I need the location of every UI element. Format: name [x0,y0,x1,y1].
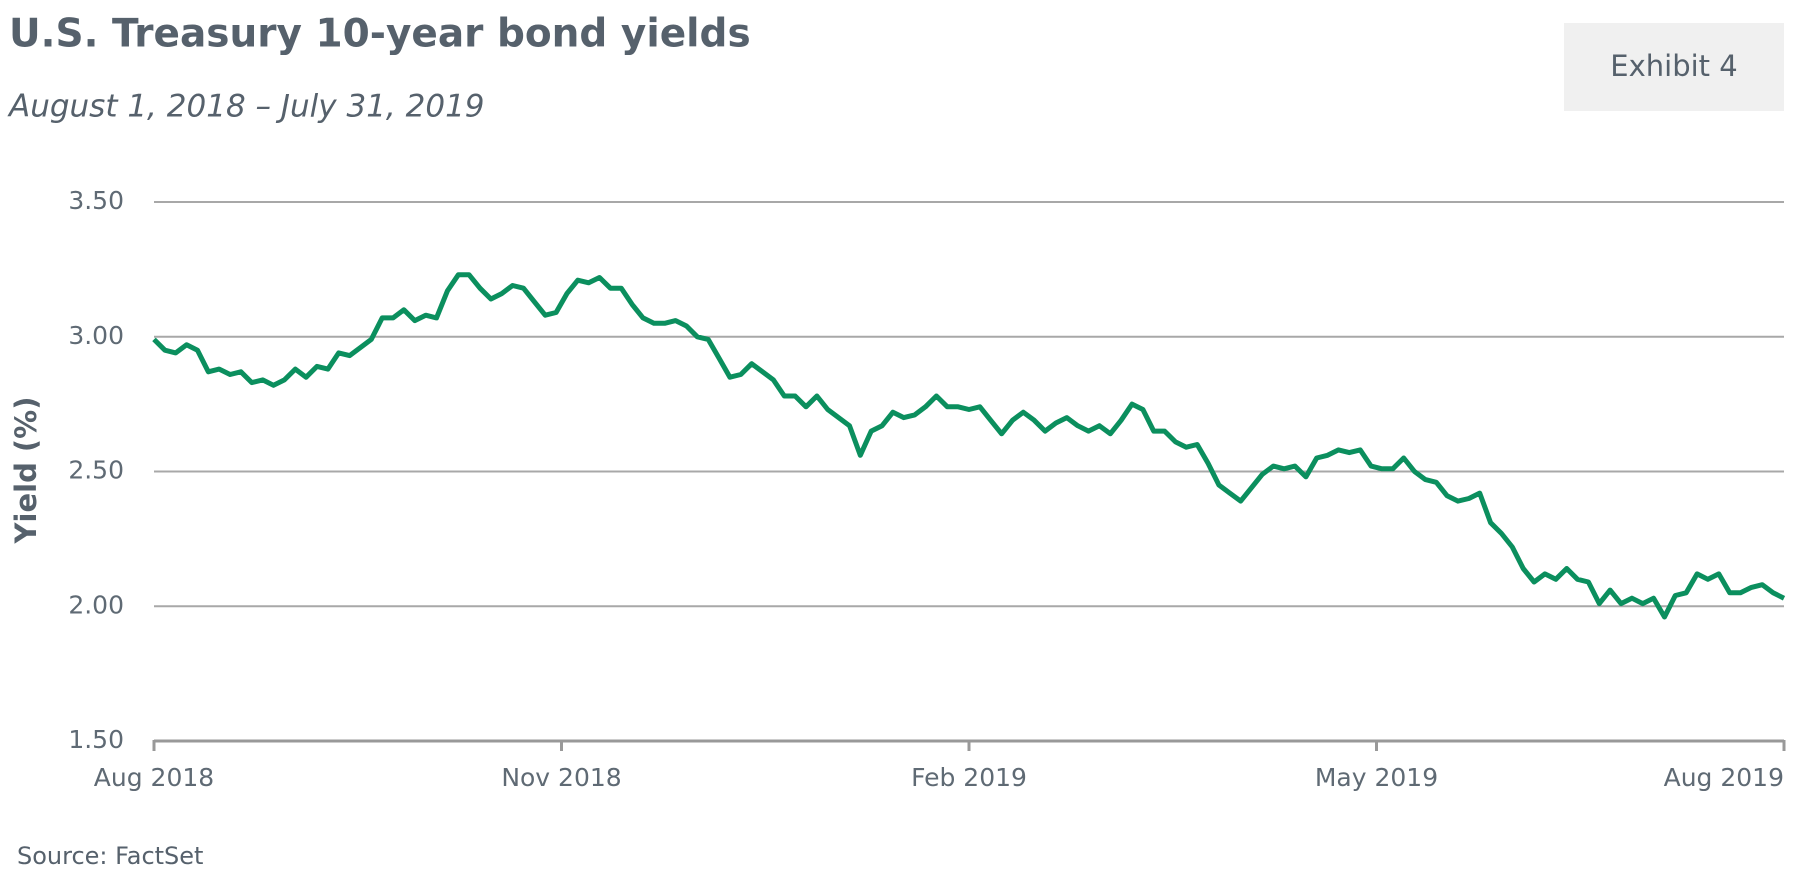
exhibit-box [1564,23,1784,111]
x-tick-label: Nov 2018 [501,763,621,792]
y-tick-label: 1.50 [68,725,124,754]
chart-subtitle: August 1, 2018 – July 31, 2019 [7,89,485,125]
x-tick-label: May 2019 [1315,763,1438,792]
y-tick-label: 2.00 [68,590,124,619]
x-tick-label: Aug 2019 [1664,763,1784,792]
yield-line [152,272,1786,620]
y-axis-label: Yield (%) [9,397,43,545]
y-tick-label: 3.50 [68,186,124,215]
x-tick-label: Aug 2018 [94,763,214,792]
y-tick-label: 2.50 [68,456,124,485]
y-tick-label: 3.00 [68,321,124,350]
source-note: Source: FactSet [17,842,203,870]
chart-title: U.S. Treasury 10-year bond yields [9,12,751,57]
x-tick-label: Feb 2019 [911,763,1027,792]
exhibit-label: Exhibit 4 [1610,49,1737,83]
